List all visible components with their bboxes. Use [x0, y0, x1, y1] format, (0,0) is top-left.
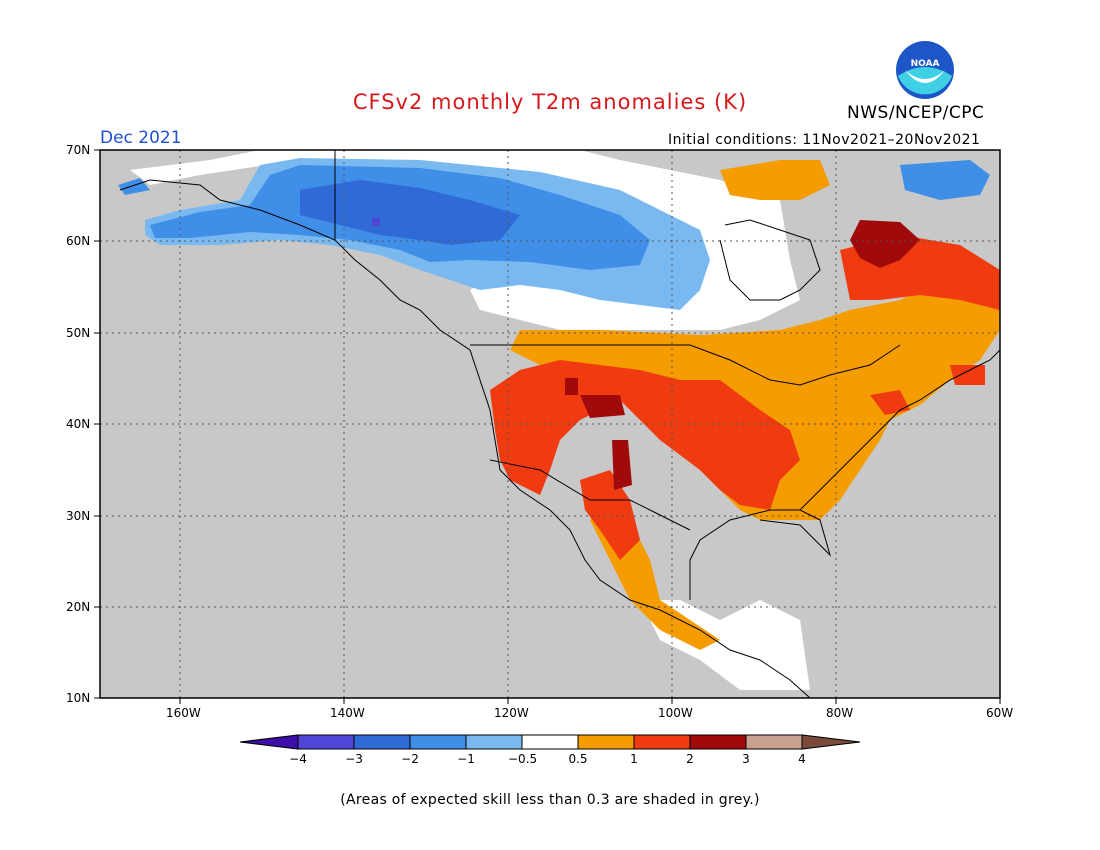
- colorbar-swatch: [240, 734, 299, 750]
- lon-label: 100W: [658, 706, 693, 720]
- lon-label: 140W: [330, 706, 365, 720]
- colorbar-swatch: [633, 734, 691, 750]
- lat-label: 10N: [66, 691, 91, 705]
- colorbar-swatch: [353, 734, 411, 750]
- coastline-layer: [119, 150, 1001, 699]
- colorbar-swatch: [689, 734, 747, 750]
- east-coastline: [799, 349, 1001, 511]
- strong-warm-anomaly-region: [950, 365, 985, 385]
- anomaly-field-layer: [118, 150, 1000, 690]
- cold-anomaly-cell: [372, 218, 380, 226]
- lon-label: 60W: [986, 706, 1014, 720]
- colorbar-swatch: [409, 734, 467, 750]
- lat-label: 70N: [66, 143, 91, 157]
- warm-anomaly-region: [510, 270, 1000, 520]
- noaa-logo: NOAA: [896, 41, 954, 99]
- colorbar-label: −1: [457, 752, 475, 766]
- colorbar-label: 3: [742, 752, 750, 766]
- colorbar: [240, 734, 861, 750]
- strong-warm-anomaly-region: [870, 390, 910, 415]
- graticule: [100, 150, 1000, 698]
- lat-label: 60N: [66, 234, 91, 248]
- axis-ticks: [94, 149, 1001, 704]
- lat-label: 30N: [66, 509, 91, 523]
- colorbar-swatch: [297, 734, 355, 750]
- lat-label: 40N: [66, 417, 91, 431]
- hudson-bay-coastline: [719, 219, 821, 301]
- colorbar-label: 0.5: [568, 752, 588, 766]
- colorbar-swatch: [521, 734, 579, 750]
- cold-anomaly-region: [900, 160, 990, 200]
- agency-label: NWS/NCEP/CPC: [847, 103, 985, 123]
- cold-anomaly-region: [300, 180, 520, 245]
- colorbar-swatch: [745, 734, 803, 750]
- colorbar-label: −0.5: [508, 752, 538, 766]
- map-title: CFSv2 monthly T2m anomalies (K): [352, 90, 748, 114]
- colorbar-label: −2: [401, 752, 419, 766]
- extreme-warm-anomaly-region: [580, 395, 625, 418]
- colorbar-swatch: [801, 734, 861, 750]
- extreme-warm-anomaly-region: [612, 440, 632, 490]
- extreme-warm-anomaly-region: [565, 378, 578, 395]
- us-canada-border: [470, 344, 901, 386]
- colorbar-label: −3: [345, 752, 363, 766]
- forecast-month: Dec 2021: [100, 128, 182, 148]
- colorbar-swatch: [577, 734, 635, 750]
- lon-label: 120W: [494, 706, 529, 720]
- colorbar-label: 4: [798, 752, 806, 766]
- strong-warm-anomaly-region: [580, 470, 640, 560]
- warm-anomaly-region: [720, 160, 830, 200]
- initial-conditions: Initial conditions: 11Nov2021–20Nov2021: [668, 132, 981, 148]
- lat-label: 20N: [66, 600, 91, 614]
- north-america-coastline: [119, 179, 811, 699]
- skill-note: (Areas of expected skill less than 0.3 a…: [340, 792, 760, 808]
- colorbar-label: −4: [289, 752, 307, 766]
- colorbar-swatch: [465, 734, 523, 750]
- colorbar-label: 2: [686, 752, 694, 766]
- lat-label: 50N: [66, 326, 91, 340]
- noaa-logo-text: NOAA: [911, 59, 940, 69]
- lon-label: 160W: [166, 706, 201, 720]
- strong-warm-anomaly-region: [490, 360, 800, 510]
- extreme-warm-anomaly-region: [850, 220, 920, 268]
- us-mexico-border: [489, 459, 691, 531]
- lon-label: 80W: [826, 706, 854, 720]
- colorbar-label: 1: [630, 752, 638, 766]
